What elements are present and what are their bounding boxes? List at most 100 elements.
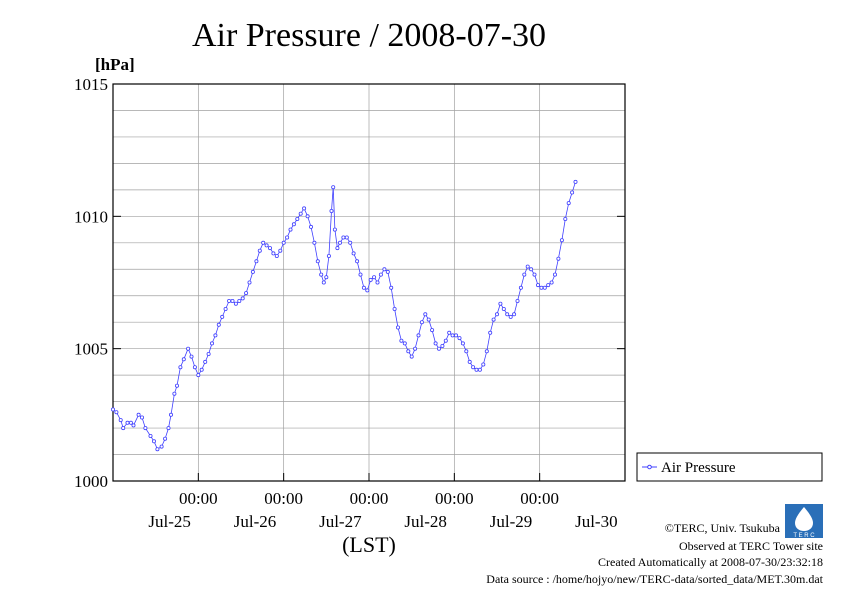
data-point [529,267,534,272]
data-point [505,312,510,317]
data-point [206,351,211,356]
data-point [281,240,286,245]
data-point [335,246,340,251]
x-tick-label: 00:00 [264,489,303,508]
data-point [355,259,360,264]
data-point [440,343,445,348]
data-point [136,412,141,417]
data-point [128,420,133,425]
data-point [488,330,493,335]
data-point [484,349,489,354]
data-point [172,391,177,396]
data-point [385,269,390,274]
x-axis-label: (LST) [342,532,396,557]
data-point [151,439,156,444]
data-point [298,211,303,216]
data-point [406,349,411,354]
data-point [337,240,342,245]
data-point [271,251,276,256]
data-point [118,418,123,423]
data-point [237,298,242,303]
y-tick-label: 1005 [74,340,108,359]
data-point [382,267,387,272]
data-point [515,298,520,303]
data-point [464,349,469,354]
data-point [365,288,370,293]
data-point [474,367,479,372]
data-point [570,190,575,195]
data-point [399,338,404,343]
data-point [111,407,116,412]
data-point [498,301,503,306]
data-point [254,259,259,264]
x-date-label: Jul-29 [490,512,533,531]
x-axis: 00:00 00:00 00:00 00:00 00:00 Jul-25 Jul-26 Jul… [148,473,618,531]
data-point [344,235,349,240]
terc-logo: T E R C [785,504,823,539]
data-point [372,275,377,280]
data-point [213,333,218,338]
data-point [155,447,160,452]
data-point [321,280,326,285]
data-point [413,346,418,351]
data-point [196,373,201,378]
y-tick-label: 1015 [74,75,108,94]
data-point [125,420,130,425]
data-point [274,253,279,258]
data-source-text: Data source : /home/hojyo/new/TERC-data/… [486,572,823,586]
data-point [457,336,462,341]
copyright-text: ©TERC, Univ. Tsukuba [665,521,781,535]
data-point [416,333,421,338]
data-point [512,312,517,317]
data-point [481,362,486,367]
data-point [430,328,435,333]
water-drop-icon [795,507,813,531]
data-point [477,367,482,372]
data-point [223,306,228,311]
data-point [329,208,334,213]
data-point [566,201,571,206]
x-tick-label: 00:00 [520,489,559,508]
data-point [250,269,255,274]
data-point [302,206,307,211]
data-point [220,314,225,319]
data-point [409,354,414,359]
data-point [392,306,397,311]
data-point [291,222,296,227]
data-point [389,285,394,290]
y-axis: 1000 1005 1010 1015 [74,75,625,491]
created-text: Created Automatically at 2008-07-30/23:3… [598,555,823,569]
data-point [199,367,204,372]
data-point [186,346,191,351]
legend-label-air-pressure: Air Pressure [661,460,736,476]
data-point [358,272,363,277]
data-point [471,365,476,370]
data-point [563,216,568,221]
data-point [395,325,400,330]
data-point [261,240,266,245]
legend-box [636,452,823,482]
data-point [467,359,472,364]
data-point [525,264,530,269]
data-point [361,285,366,290]
data-point [453,333,458,338]
data-point [423,312,428,317]
data-point [203,359,208,364]
data-point [189,354,194,359]
data-point [378,272,383,277]
data-point [278,248,283,253]
data-point [368,277,373,282]
data-point [285,235,290,240]
data-point [240,296,245,301]
data-point [230,298,235,303]
data-point [326,253,331,258]
data-point [319,272,324,277]
legend: Air Pressure [636,452,823,482]
data-point [553,272,558,277]
data-point [114,410,119,415]
data-point [491,317,496,322]
data-point [143,426,148,431]
data-point [494,312,499,317]
data-point [312,240,317,245]
